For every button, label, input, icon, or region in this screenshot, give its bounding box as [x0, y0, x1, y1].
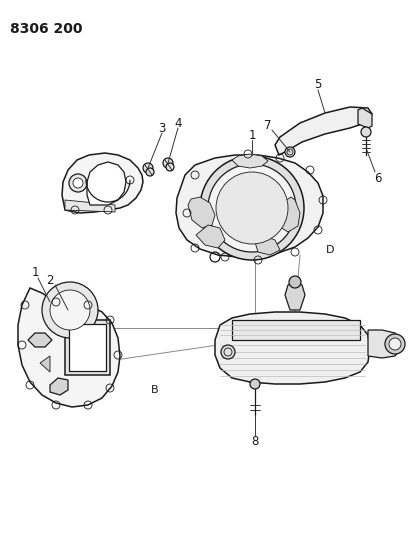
Circle shape [384, 334, 404, 354]
Polygon shape [175, 155, 322, 257]
Polygon shape [87, 162, 126, 205]
Circle shape [207, 164, 295, 252]
Circle shape [166, 163, 173, 171]
Circle shape [284, 147, 294, 157]
Polygon shape [254, 236, 279, 255]
Circle shape [288, 276, 300, 288]
Circle shape [69, 174, 87, 192]
Text: 1: 1 [31, 266, 39, 279]
Polygon shape [65, 320, 110, 375]
Text: 4: 4 [174, 117, 181, 130]
Polygon shape [188, 197, 214, 228]
Polygon shape [367, 330, 401, 358]
Text: 3: 3 [158, 122, 165, 134]
Text: 1: 1 [247, 128, 255, 141]
Circle shape [388, 338, 400, 350]
Polygon shape [277, 197, 299, 232]
Polygon shape [231, 154, 267, 168]
Circle shape [216, 172, 287, 244]
Text: 7: 7 [264, 118, 271, 132]
Circle shape [220, 345, 234, 359]
Polygon shape [50, 378, 68, 395]
Polygon shape [274, 107, 371, 155]
Polygon shape [284, 282, 304, 310]
Circle shape [143, 163, 153, 173]
Text: B: B [151, 385, 158, 395]
Text: 8: 8 [251, 435, 258, 448]
Text: 8306 200: 8306 200 [10, 22, 82, 36]
Circle shape [249, 379, 259, 389]
Polygon shape [65, 200, 115, 212]
Polygon shape [18, 288, 120, 407]
Polygon shape [357, 108, 371, 128]
Polygon shape [231, 320, 359, 340]
Text: 5: 5 [314, 77, 321, 91]
Text: D: D [325, 245, 333, 255]
Text: 6: 6 [373, 172, 381, 184]
Circle shape [50, 290, 90, 330]
Polygon shape [69, 324, 106, 371]
Circle shape [146, 168, 154, 176]
Polygon shape [196, 225, 225, 248]
Circle shape [360, 127, 370, 137]
Circle shape [42, 282, 98, 338]
Polygon shape [62, 153, 143, 213]
Circle shape [163, 158, 173, 168]
Polygon shape [214, 312, 369, 384]
Polygon shape [40, 356, 50, 372]
Circle shape [73, 178, 83, 188]
Text: 2: 2 [46, 273, 54, 287]
Polygon shape [28, 333, 52, 347]
Circle shape [200, 156, 303, 260]
